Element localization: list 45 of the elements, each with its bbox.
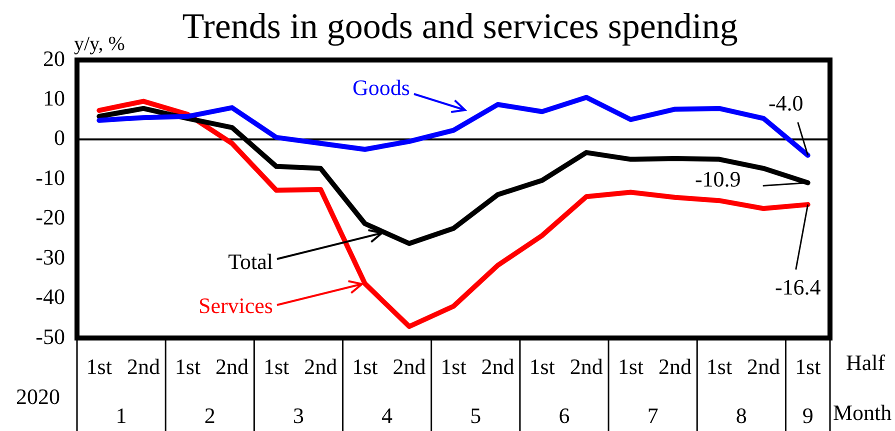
x-tick-label: 2nd — [658, 354, 692, 379]
y-tick-label: -10 — [36, 164, 65, 190]
legend-label: Goods — [352, 75, 410, 100]
text: Month — [833, 400, 892, 425]
y-tick-label: 0 — [54, 125, 65, 150]
x-tick-label: 2nd — [747, 354, 780, 379]
x-tick-label: 2nd — [216, 354, 249, 379]
text: Half — [846, 350, 886, 375]
legend-label: Services — [198, 293, 273, 318]
text: 2 — [204, 403, 216, 428]
x-tick-label: 1st — [618, 354, 644, 379]
x-tick-label: 1st — [174, 354, 201, 379]
x-tick-label: 1st — [795, 354, 821, 379]
x-tick-label: 1st — [352, 354, 378, 379]
y-tick-label: 20 — [43, 46, 65, 71]
y-tick-label: 10 — [43, 85, 65, 110]
data-label: -10.9 — [694, 166, 741, 192]
text: 4 — [382, 403, 393, 428]
x-tick-label: 2nd — [570, 354, 603, 379]
x-tick-label: 2nd — [126, 354, 160, 379]
text: 5 — [470, 403, 482, 428]
y-axis-title: y/y, % — [74, 33, 125, 55]
y-tick-label: -30 — [36, 244, 65, 270]
x-tick-label: 2nd — [392, 354, 426, 379]
text: 3 — [292, 403, 304, 428]
y-tick-label: -40 — [36, 284, 65, 310]
data-label: -16.4 — [774, 274, 821, 300]
text: Total — [228, 249, 273, 274]
chart-title: Trends in goods and services spending — [182, 6, 738, 46]
text: 8 — [736, 403, 747, 428]
x-tick-label: 1st — [529, 354, 555, 379]
text: 6 — [558, 403, 570, 428]
x-tick-label: 1st — [86, 354, 112, 379]
text: 9 — [802, 403, 814, 428]
text: 7 — [647, 403, 658, 428]
x-tick-label: 1st — [706, 354, 732, 379]
x-tick-label: 2nd — [304, 354, 338, 379]
x-tick-label: 1st — [440, 354, 466, 379]
text: 2020 — [16, 384, 60, 409]
x-tick-label: 2nd — [481, 354, 514, 379]
y-tick-label: -20 — [36, 204, 65, 230]
x-tick-label: 1st — [263, 354, 290, 379]
y-tick-label: -50 — [36, 324, 65, 349]
data-label: -4.0 — [768, 90, 804, 116]
text: 1 — [116, 403, 127, 428]
